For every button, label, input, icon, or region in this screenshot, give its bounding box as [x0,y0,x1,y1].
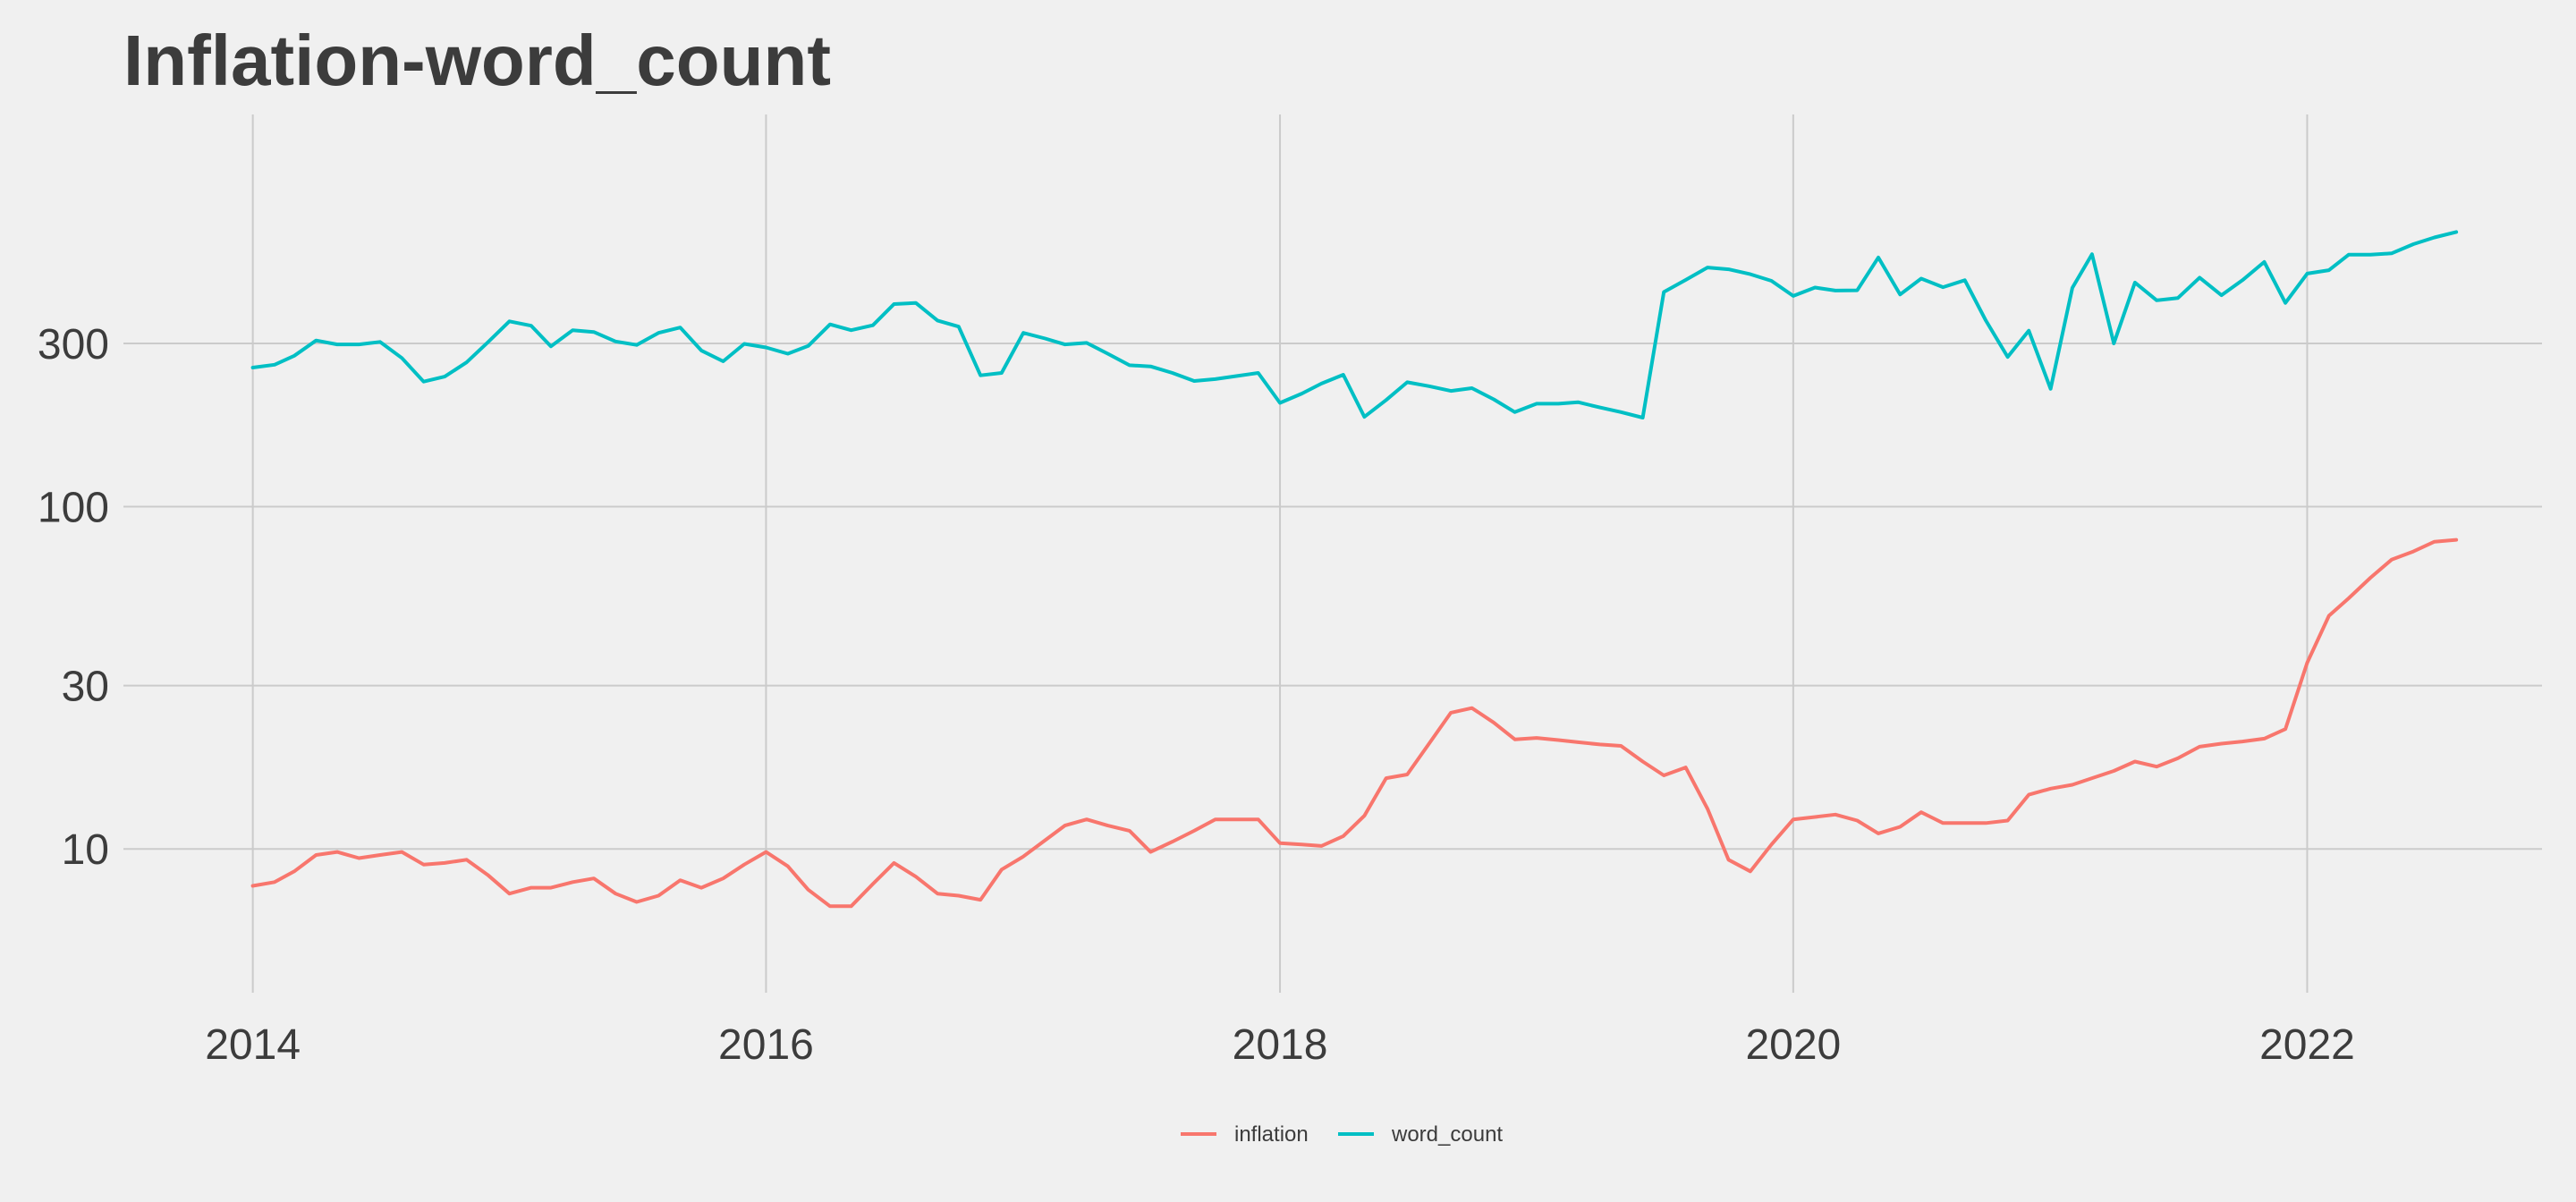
x-tick-label: 2018 [1233,1021,1328,1069]
x-tick-label: 2022 [2259,1021,2355,1069]
grid-layer [123,114,2542,993]
legend: inflation word_count [1181,1122,1503,1147]
series-line-inflation [250,538,2459,909]
legend-label-word_count: word_count [1391,1122,1503,1147]
chart-title: Inflation-word_count [123,21,832,100]
legend-label-inflation: inflation [1234,1122,1309,1147]
x-tick-label: 2014 [205,1021,301,1069]
x-tick-label: 2016 [718,1021,814,1069]
x-tick-label: 2020 [1745,1021,1841,1069]
series-layer [250,230,2459,909]
tick-label-layer: 10 30 100 300 2014 2016 2018 2020 2022 [38,321,2355,1069]
y-tick-label: 10 [62,826,109,874]
series-line-word_count [250,230,2459,419]
y-tick-label: 30 [62,664,109,711]
y-tick-label: 300 [38,321,109,368]
y-tick-label: 100 [38,485,109,532]
